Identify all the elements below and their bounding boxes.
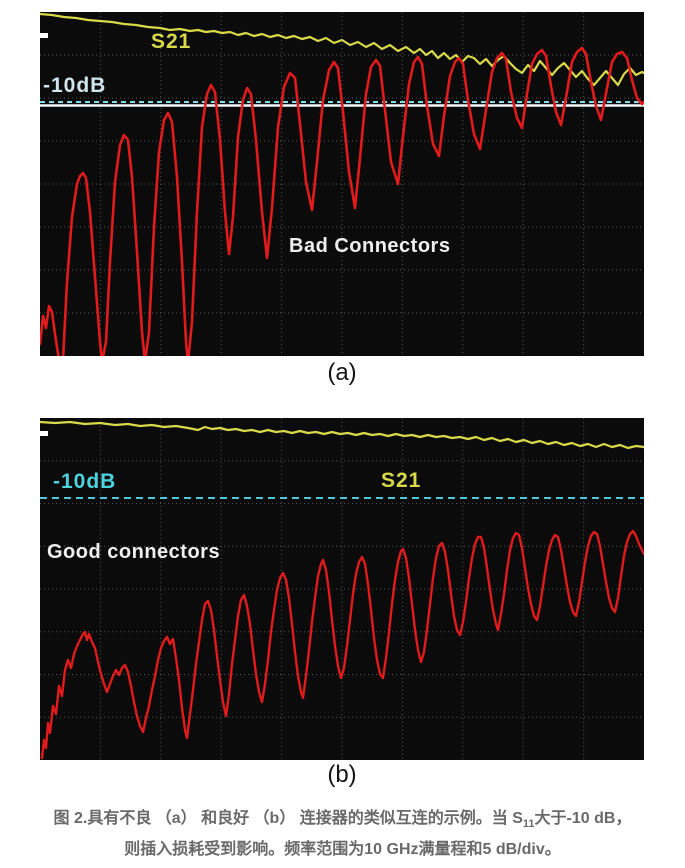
panel-b-tag: (b): [327, 761, 357, 788]
good-connectors-label: Good connectors: [47, 541, 221, 563]
caption-s11-subscript: 11: [522, 818, 535, 831]
caption-line-2: 则插入损耗受到影响。频率范围为10 GHz满量程和5 dB/div。: [124, 841, 561, 859]
scope-screenshot-a: S21 -10dB Bad Connectors: [40, 12, 644, 356]
caption-line-1: 图 2.具有不良 （a） 和良好 （b） 连接器的类似互连的示例。当 S11大于…: [0, 806, 685, 837]
chart-a-canvas: [40, 12, 644, 356]
caption-text: 图 2.具有不良 （a） 和良好 （b） 连接器的类似互连的示例。当 S: [53, 810, 523, 827]
ref-level-label-b: -10dB: [53, 470, 117, 493]
chart-b-canvas: [40, 418, 644, 760]
panel-a-tag: (a): [327, 359, 357, 386]
scope-screenshot-b: -10dB S21 Good connectors: [40, 418, 644, 760]
bad-connectors-label: Bad Connectors: [289, 235, 451, 257]
s21-trace-label-a: S21: [151, 30, 192, 53]
ref-level-label-a: -10dB: [43, 74, 107, 97]
figure-caption: 图 2.具有不良 （a） 和良好 （b） 连接器的类似互连的示例。当 S11大于…: [0, 806, 685, 863]
caption-text: 大于-10 dB，: [534, 810, 632, 827]
s21-trace-label-b: S21: [381, 469, 422, 492]
